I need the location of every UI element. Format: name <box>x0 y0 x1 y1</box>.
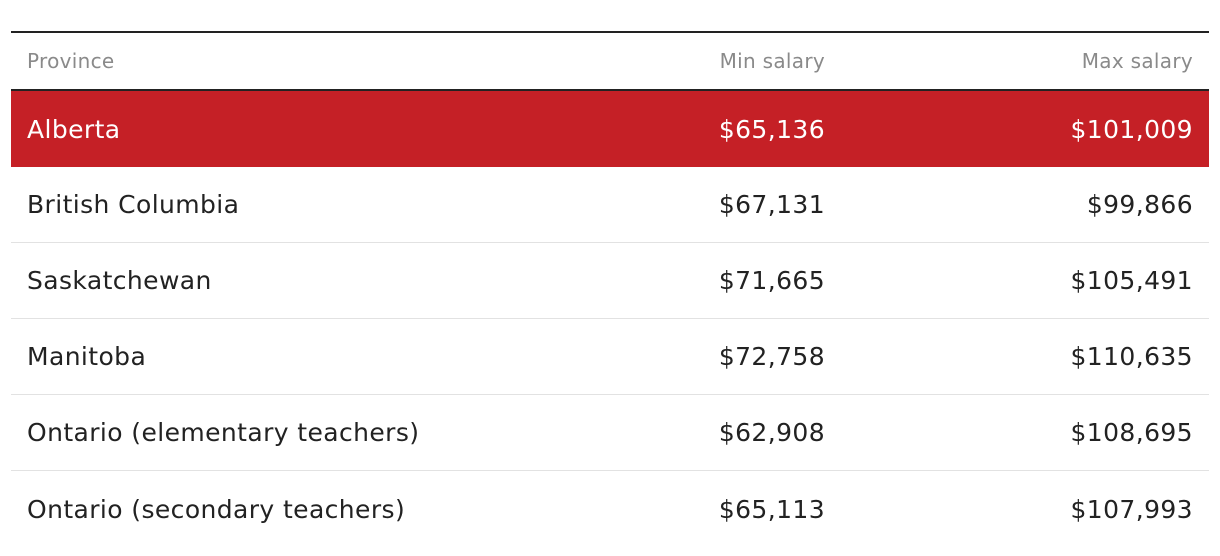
cell-min-salary: $62,908 <box>718 418 825 447</box>
cell-max-salary: $99,866 <box>1086 190 1193 219</box>
cell-min-salary: $65,113 <box>718 494 825 524</box>
cell-province: Alberta <box>27 114 121 144</box>
cell-province: Manitoba <box>27 342 147 371</box>
cell-max-salary: $108,695 <box>1070 418 1193 447</box>
cell-min-salary: $72,758 <box>718 342 825 371</box>
cell-min-salary: $65,136 <box>718 114 825 144</box>
cell-min-salary: $71,665 <box>718 266 825 295</box>
table-row-saskatchewan: Saskatchewan $71,665 $105,491 <box>11 243 1209 319</box>
table-row-manitoba: Manitoba $72,758 $110,635 <box>11 319 1209 395</box>
header-max-salary: Max salary <box>1081 49 1193 73</box>
cell-province: Ontario (secondary teachers) <box>27 494 406 524</box>
salary-table: Province Min salary Max salary Alberta $… <box>11 31 1209 547</box>
cell-max-salary: $105,491 <box>1070 266 1193 295</box>
table-row-british-columbia: British Columbia $67,131 $99,866 <box>11 167 1209 243</box>
cell-max-salary: $107,993 <box>1070 494 1193 524</box>
table-row-ontario-secondary: Ontario (secondary teachers) $65,113 $10… <box>11 471 1209 547</box>
cell-min-salary: $67,131 <box>718 190 825 219</box>
cell-max-salary: $110,635 <box>1070 342 1193 371</box>
cell-province: British Columbia <box>27 190 240 219</box>
cell-province: Ontario (elementary teachers) <box>27 418 420 447</box>
table-header-row: Province Min salary Max salary <box>11 33 1209 91</box>
table-row-alberta: Alberta $65,136 $101,009 <box>11 91 1209 167</box>
table-row-ontario-elementary: Ontario (elementary teachers) $62,908 $1… <box>11 395 1209 471</box>
header-min-salary: Min salary <box>719 49 825 73</box>
cell-province: Saskatchewan <box>27 266 212 295</box>
table-top-rule <box>11 31 1209 33</box>
cell-max-salary: $101,009 <box>1070 114 1193 144</box>
header-province: Province <box>27 49 115 73</box>
